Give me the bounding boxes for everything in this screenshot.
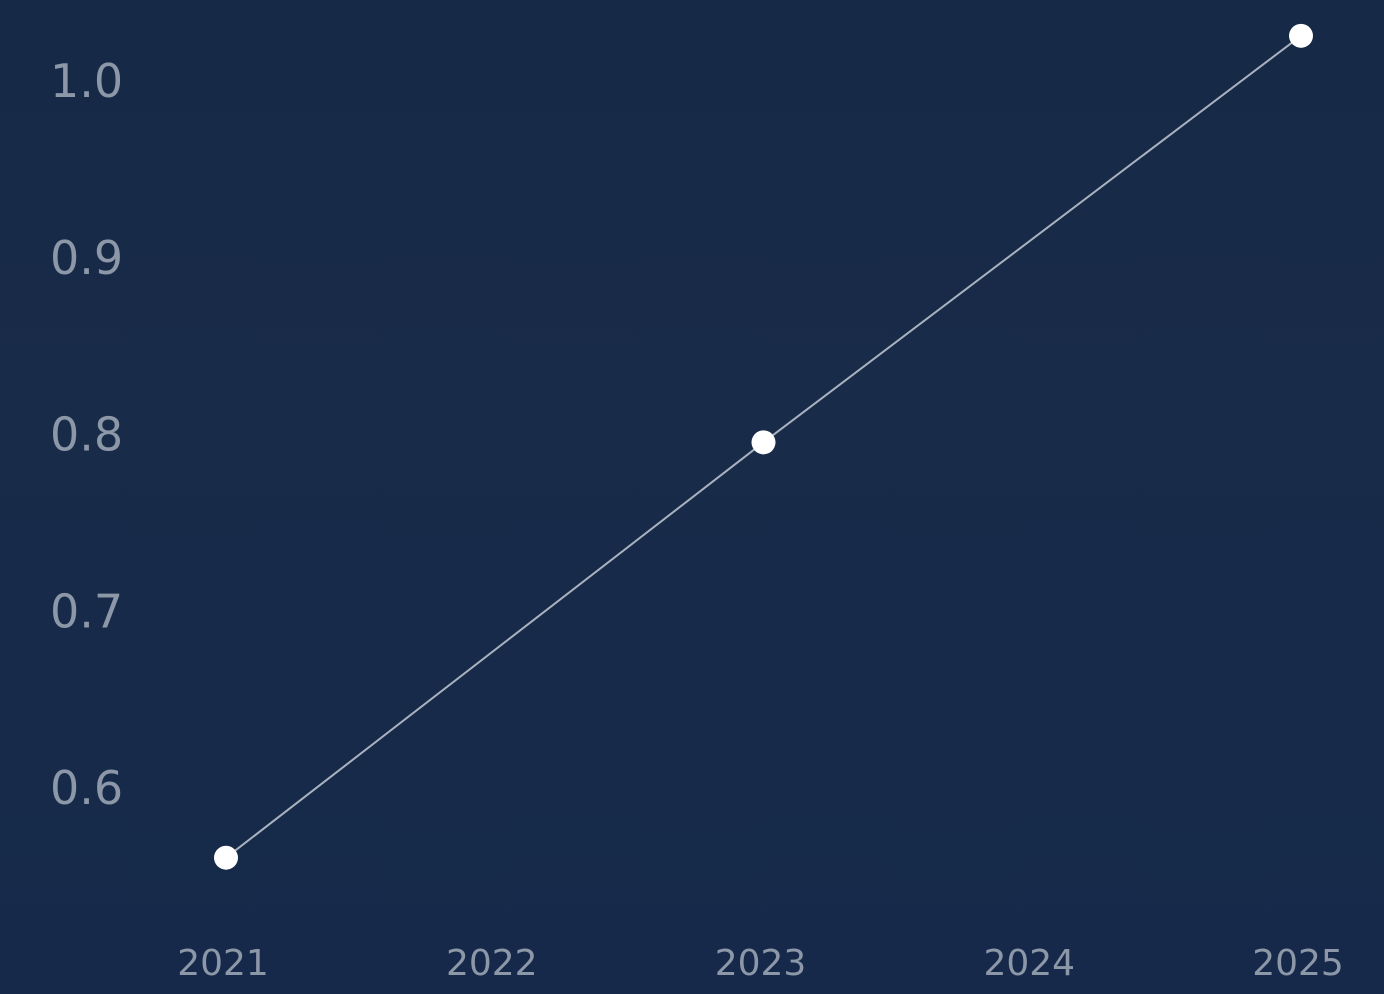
y-tick-label: 0.6	[50, 761, 123, 815]
y-axis: 1.0 0.9 0.8 0.7 0.6	[50, 54, 123, 815]
x-tick-label: 2022	[446, 943, 538, 984]
x-tick-label: 2024	[983, 943, 1075, 984]
data-point[interactable]	[751, 430, 776, 455]
x-tick-label: 2021	[177, 943, 269, 984]
x-tick-label: 2025	[1252, 943, 1344, 984]
y-tick-label: 1.0	[50, 54, 123, 108]
y-tick-label: 0.8	[50, 408, 123, 462]
data-point[interactable]	[214, 845, 238, 870]
series-layer	[214, 23, 1313, 870]
y-tick-label: 0.9	[50, 231, 123, 285]
y-tick-label: 0.7	[50, 584, 123, 638]
data-point[interactable]	[1289, 23, 1313, 48]
x-axis: 2021 2022 2023 2024 2025	[177, 943, 1344, 984]
x-tick-label: 2023	[715, 943, 807, 984]
